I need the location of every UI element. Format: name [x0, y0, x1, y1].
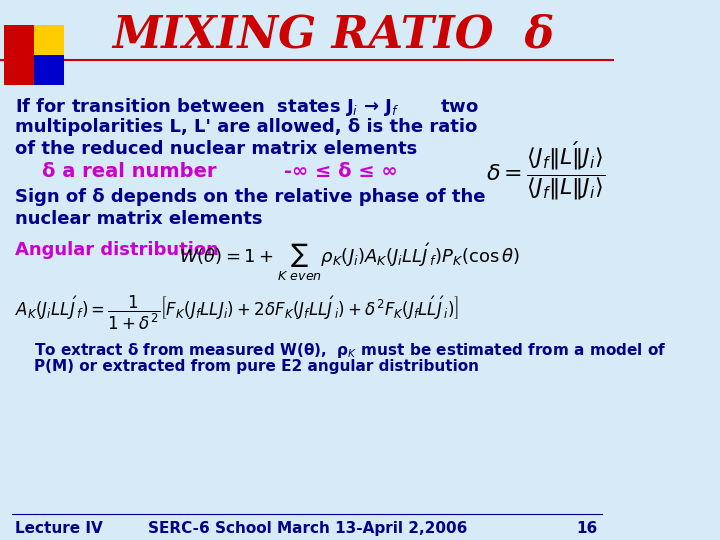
Text: P(M) or extracted from pure E2 angular distribution: P(M) or extracted from pure E2 angular d… [34, 359, 479, 374]
Bar [4, 25, 51, 85]
Text: $W(\theta) = 1 + \sum_{K\ even} \rho_K(J_i) A_K(J_i LL\'J_f) P_K(\cos\theta)$: $W(\theta) = 1 + \sum_{K\ even} \rho_K(J… [179, 241, 521, 283]
Bar [34, 55, 64, 85]
Text: $\delta = \dfrac{\langle J_f \| L\' \| J_i \rangle}{\langle J_f \| L \| J_i \ran: $\delta = \dfrac{\langle J_f \| L\' \| J… [487, 140, 606, 202]
Text: δ a real number          -∞ ≤ δ ≤ ∞: δ a real number -∞ ≤ δ ≤ ∞ [15, 161, 398, 181]
Text: MIXING RATIO  δ: MIXING RATIO δ [112, 14, 554, 56]
Bar [34, 25, 64, 60]
Text: $A_K(J_i LL\'J_f) = \dfrac{1}{1+\delta^2}\left[F_K(J_f LLJ_i) + 2\delta F_K(J_f : $A_K(J_i LL\'J_f) = \dfrac{1}{1+\delta^2… [15, 293, 459, 332]
Text: SERC-6 School March 13-April 2,2006: SERC-6 School March 13-April 2,2006 [148, 521, 467, 536]
Text: Angular distribution: Angular distribution [15, 241, 219, 260]
Text: Lecture IV: Lecture IV [15, 521, 103, 536]
Text: of the reduced nuclear matrix elements: of the reduced nuclear matrix elements [15, 140, 418, 158]
Text: multipolarities L, L' are allowed, δ is the ratio: multipolarities L, L' are allowed, δ is … [15, 118, 477, 136]
Text: Sign of δ depends on the relative phase of the: Sign of δ depends on the relative phase … [15, 187, 486, 206]
Text: nuclear matrix elements: nuclear matrix elements [15, 210, 263, 227]
Text: To extract δ from measured W(θ),  ρ$_K$ must be estimated from a model of: To extract δ from measured W(θ), ρ$_K$ m… [34, 341, 667, 360]
Text: 16: 16 [576, 521, 598, 536]
Bar [4, 25, 38, 60]
Text: If for transition between  states J$_i$ → J$_f$       two: If for transition between states J$_i$ →… [15, 96, 480, 118]
